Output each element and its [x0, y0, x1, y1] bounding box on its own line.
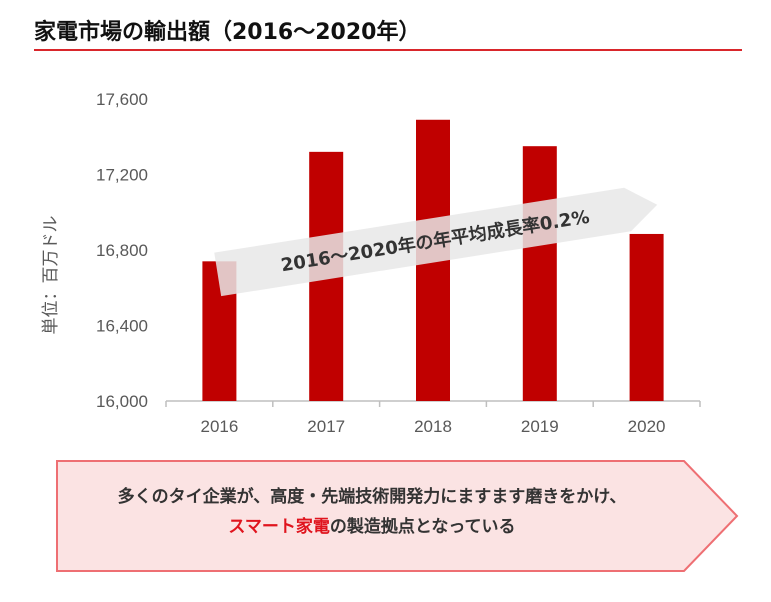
growth-arrow-shape [214, 187, 658, 297]
y-axis-title: 単位：百万ドル [41, 216, 61, 335]
y-tick-label: 16,000 [96, 392, 148, 411]
x-tick-label: 2017 [307, 417, 345, 436]
y-tick-label: 16,400 [96, 317, 148, 336]
callout-line-2: スマート家電の製造拠点となっている [72, 512, 672, 542]
page-title: 家電市場の輸出額（2016〜2020年） [34, 20, 421, 45]
bar-2019 [522, 146, 557, 401]
bar-2020 [629, 233, 664, 401]
title-underline [34, 49, 742, 51]
x-tick-label: 2020 [628, 417, 666, 436]
y-tick-label: 16,800 [96, 241, 148, 260]
y-tick-label: 17,600 [96, 90, 148, 109]
callout-message: 多くのタイ企業が、高度・先端技術開発力にますます磨きをかけ、 スマート家電の製造… [72, 482, 672, 542]
bar-chart: 16,000 16,400 16,800 17,200 17,600 単位：百万ドル 201… [41, 90, 701, 436]
callout-line-2-rest: の製造拠点となっている [329, 517, 516, 537]
callout-line-1: 多くのタイ企業が、高度・先端技術開発力にますます磨きをかけ、 [117, 487, 627, 507]
y-tick-label: 17,200 [96, 166, 148, 185]
x-tick-label: 2018 [414, 417, 452, 436]
callout-arrow-shape [56, 460, 739, 572]
callout-highlight: スマート家電 [228, 517, 330, 537]
x-tick-label: 2016 [200, 417, 238, 436]
x-tick-label: 2019 [521, 417, 559, 436]
